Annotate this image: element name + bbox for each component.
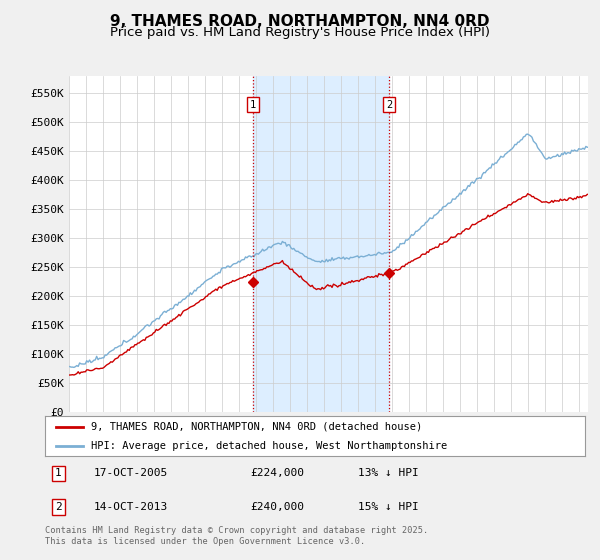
Text: 13% ↓ HPI: 13% ↓ HPI	[358, 468, 419, 478]
Text: 9, THAMES ROAD, NORTHAMPTON, NN4 0RD (detached house): 9, THAMES ROAD, NORTHAMPTON, NN4 0RD (de…	[91, 422, 422, 432]
Text: Contains HM Land Registry data © Crown copyright and database right 2025.
This d: Contains HM Land Registry data © Crown c…	[45, 526, 428, 546]
Bar	[253, 76, 389, 412]
Text: 17-OCT-2005: 17-OCT-2005	[94, 468, 168, 478]
Text: HPI: Average price, detached house, West Northamptonshire: HPI: Average price, detached house, West…	[91, 441, 447, 450]
Text: 2: 2	[55, 502, 62, 512]
Text: 15% ↓ HPI: 15% ↓ HPI	[358, 502, 419, 512]
Text: £224,000: £224,000	[250, 468, 304, 478]
Text: Price paid vs. HM Land Registry's House Price Index (HPI): Price paid vs. HM Land Registry's House …	[110, 26, 490, 39]
Text: 1: 1	[55, 468, 62, 478]
Text: 9, THAMES ROAD, NORTHAMPTON, NN4 0RD: 9, THAMES ROAD, NORTHAMPTON, NN4 0RD	[110, 14, 490, 29]
Text: 2: 2	[386, 100, 392, 110]
Text: 1: 1	[250, 100, 256, 110]
Text: 14-OCT-2013: 14-OCT-2013	[94, 502, 168, 512]
Text: £240,000: £240,000	[250, 502, 304, 512]
